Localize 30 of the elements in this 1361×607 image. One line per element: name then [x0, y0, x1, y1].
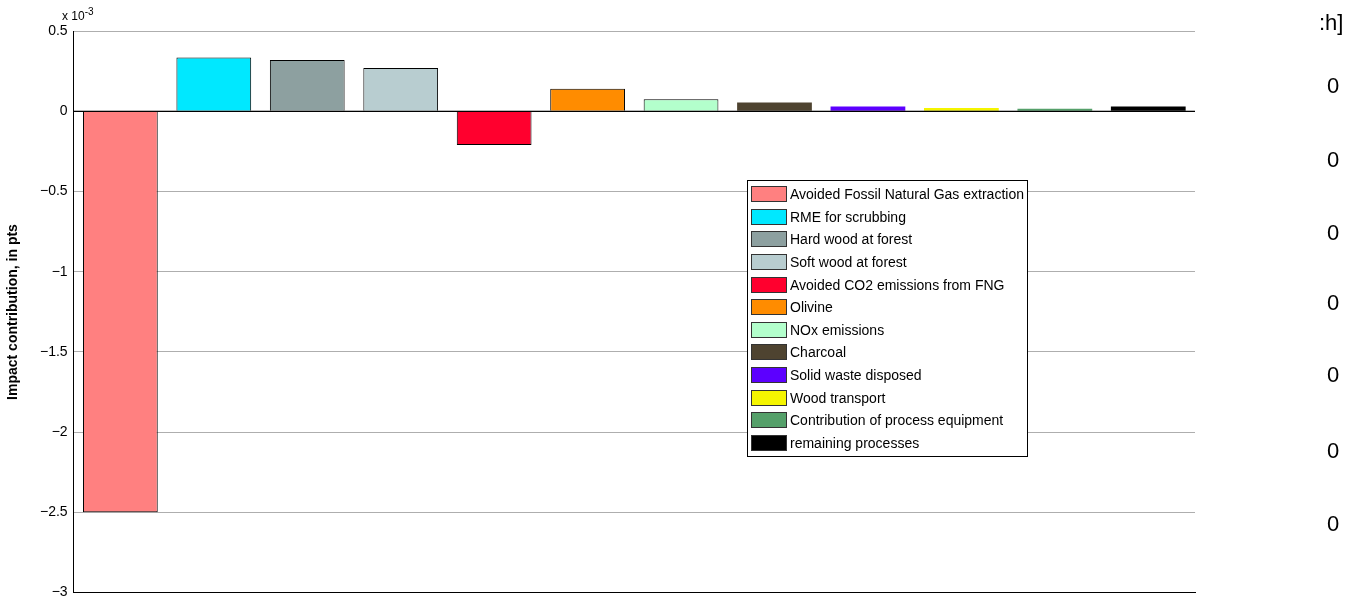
y-tick-label: −2 — [51, 423, 68, 439]
text: 0 — [1327, 147, 1340, 173]
y-tick-label: −0.5 — [40, 182, 68, 199]
y-tick-label: −1.5 — [40, 342, 68, 359]
y-axis-title: Impact contribution, in pts — [3, 223, 20, 400]
y-tick-label: 0.5 — [48, 21, 68, 38]
y-tick-label: 0 — [59, 102, 68, 119]
legend-label: Avoided CO2 emissions from FNG — [790, 276, 1005, 293]
text: 0 — [1327, 73, 1340, 99]
legend-label: Wood transport — [790, 389, 886, 406]
text: 0 — [1327, 220, 1340, 246]
text: 0 — [1327, 290, 1340, 316]
legend-label: Olivine — [790, 299, 833, 316]
legend-label: NOx emissions — [790, 321, 885, 338]
legend-label: Contribution of process equipment — [790, 412, 1004, 429]
text: x 10$^{-3}$ — [62, 6, 94, 23]
legend-label: remaining processes — [790, 434, 920, 451]
y-tick-label: −2.5 — [40, 503, 68, 520]
legend-label: Soft wood at forest — [790, 254, 907, 271]
text: 0 — [1327, 362, 1340, 388]
legend-label: Avoided Fossil Natural Gas extraction — [790, 186, 1024, 203]
text: :h] — [1319, 10, 1344, 36]
y-tick-label: −3 — [51, 583, 68, 600]
legend-label: Charcoal — [790, 344, 847, 361]
legend-label: RME for scrubbing — [790, 208, 906, 225]
legend-label: Hard wood at forest — [790, 231, 913, 248]
text: 0 — [1327, 511, 1340, 537]
text: 0 — [1327, 438, 1340, 464]
legend-label: Solid waste disposed — [790, 367, 922, 384]
y-tick-label: −1 — [51, 262, 68, 279]
